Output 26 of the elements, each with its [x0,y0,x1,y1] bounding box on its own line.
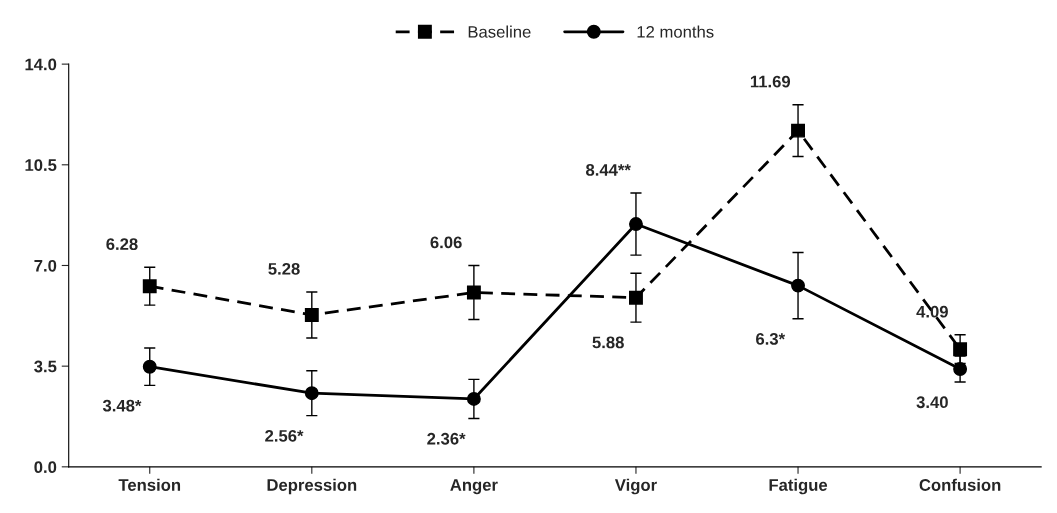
data-label: 6.06 [430,236,462,249]
legend-label: 12 months [637,25,714,38]
y-tick-label: 7.0 [34,259,57,272]
legend-label: Baseline [468,25,531,38]
data-label: 2.36* [427,432,466,445]
data-label: 8.44** [586,164,631,176]
data-label: 11.69 [750,75,791,88]
data-label: 3.48* [102,399,142,412]
data-label: 5.28 [268,262,300,275]
x-tick-label: Tension [118,478,181,491]
data-label: 4.09 [916,305,948,318]
data-label: 6.3* [756,333,786,345]
x-tick-label: Vigor [614,478,657,495]
data-label: 2.56* [265,429,304,442]
x-tick-label: Depression [267,478,357,495]
y-tick-label: 14.0 [25,58,57,71]
y-tick-label: 0.0 [34,461,57,474]
data-label: 5.88 [592,336,624,349]
data-label: 6.28 [106,238,138,251]
data-label: 3.40 [916,396,948,409]
x-tick-label: Fatigue [769,478,828,495]
y-tick-label: 3.5 [34,360,57,373]
x-tick-label: Confusion [919,478,1001,491]
x-tick-label: Anger [450,479,498,495]
y-tick-label: 10.5 [25,159,57,171]
point [142,279,157,294]
